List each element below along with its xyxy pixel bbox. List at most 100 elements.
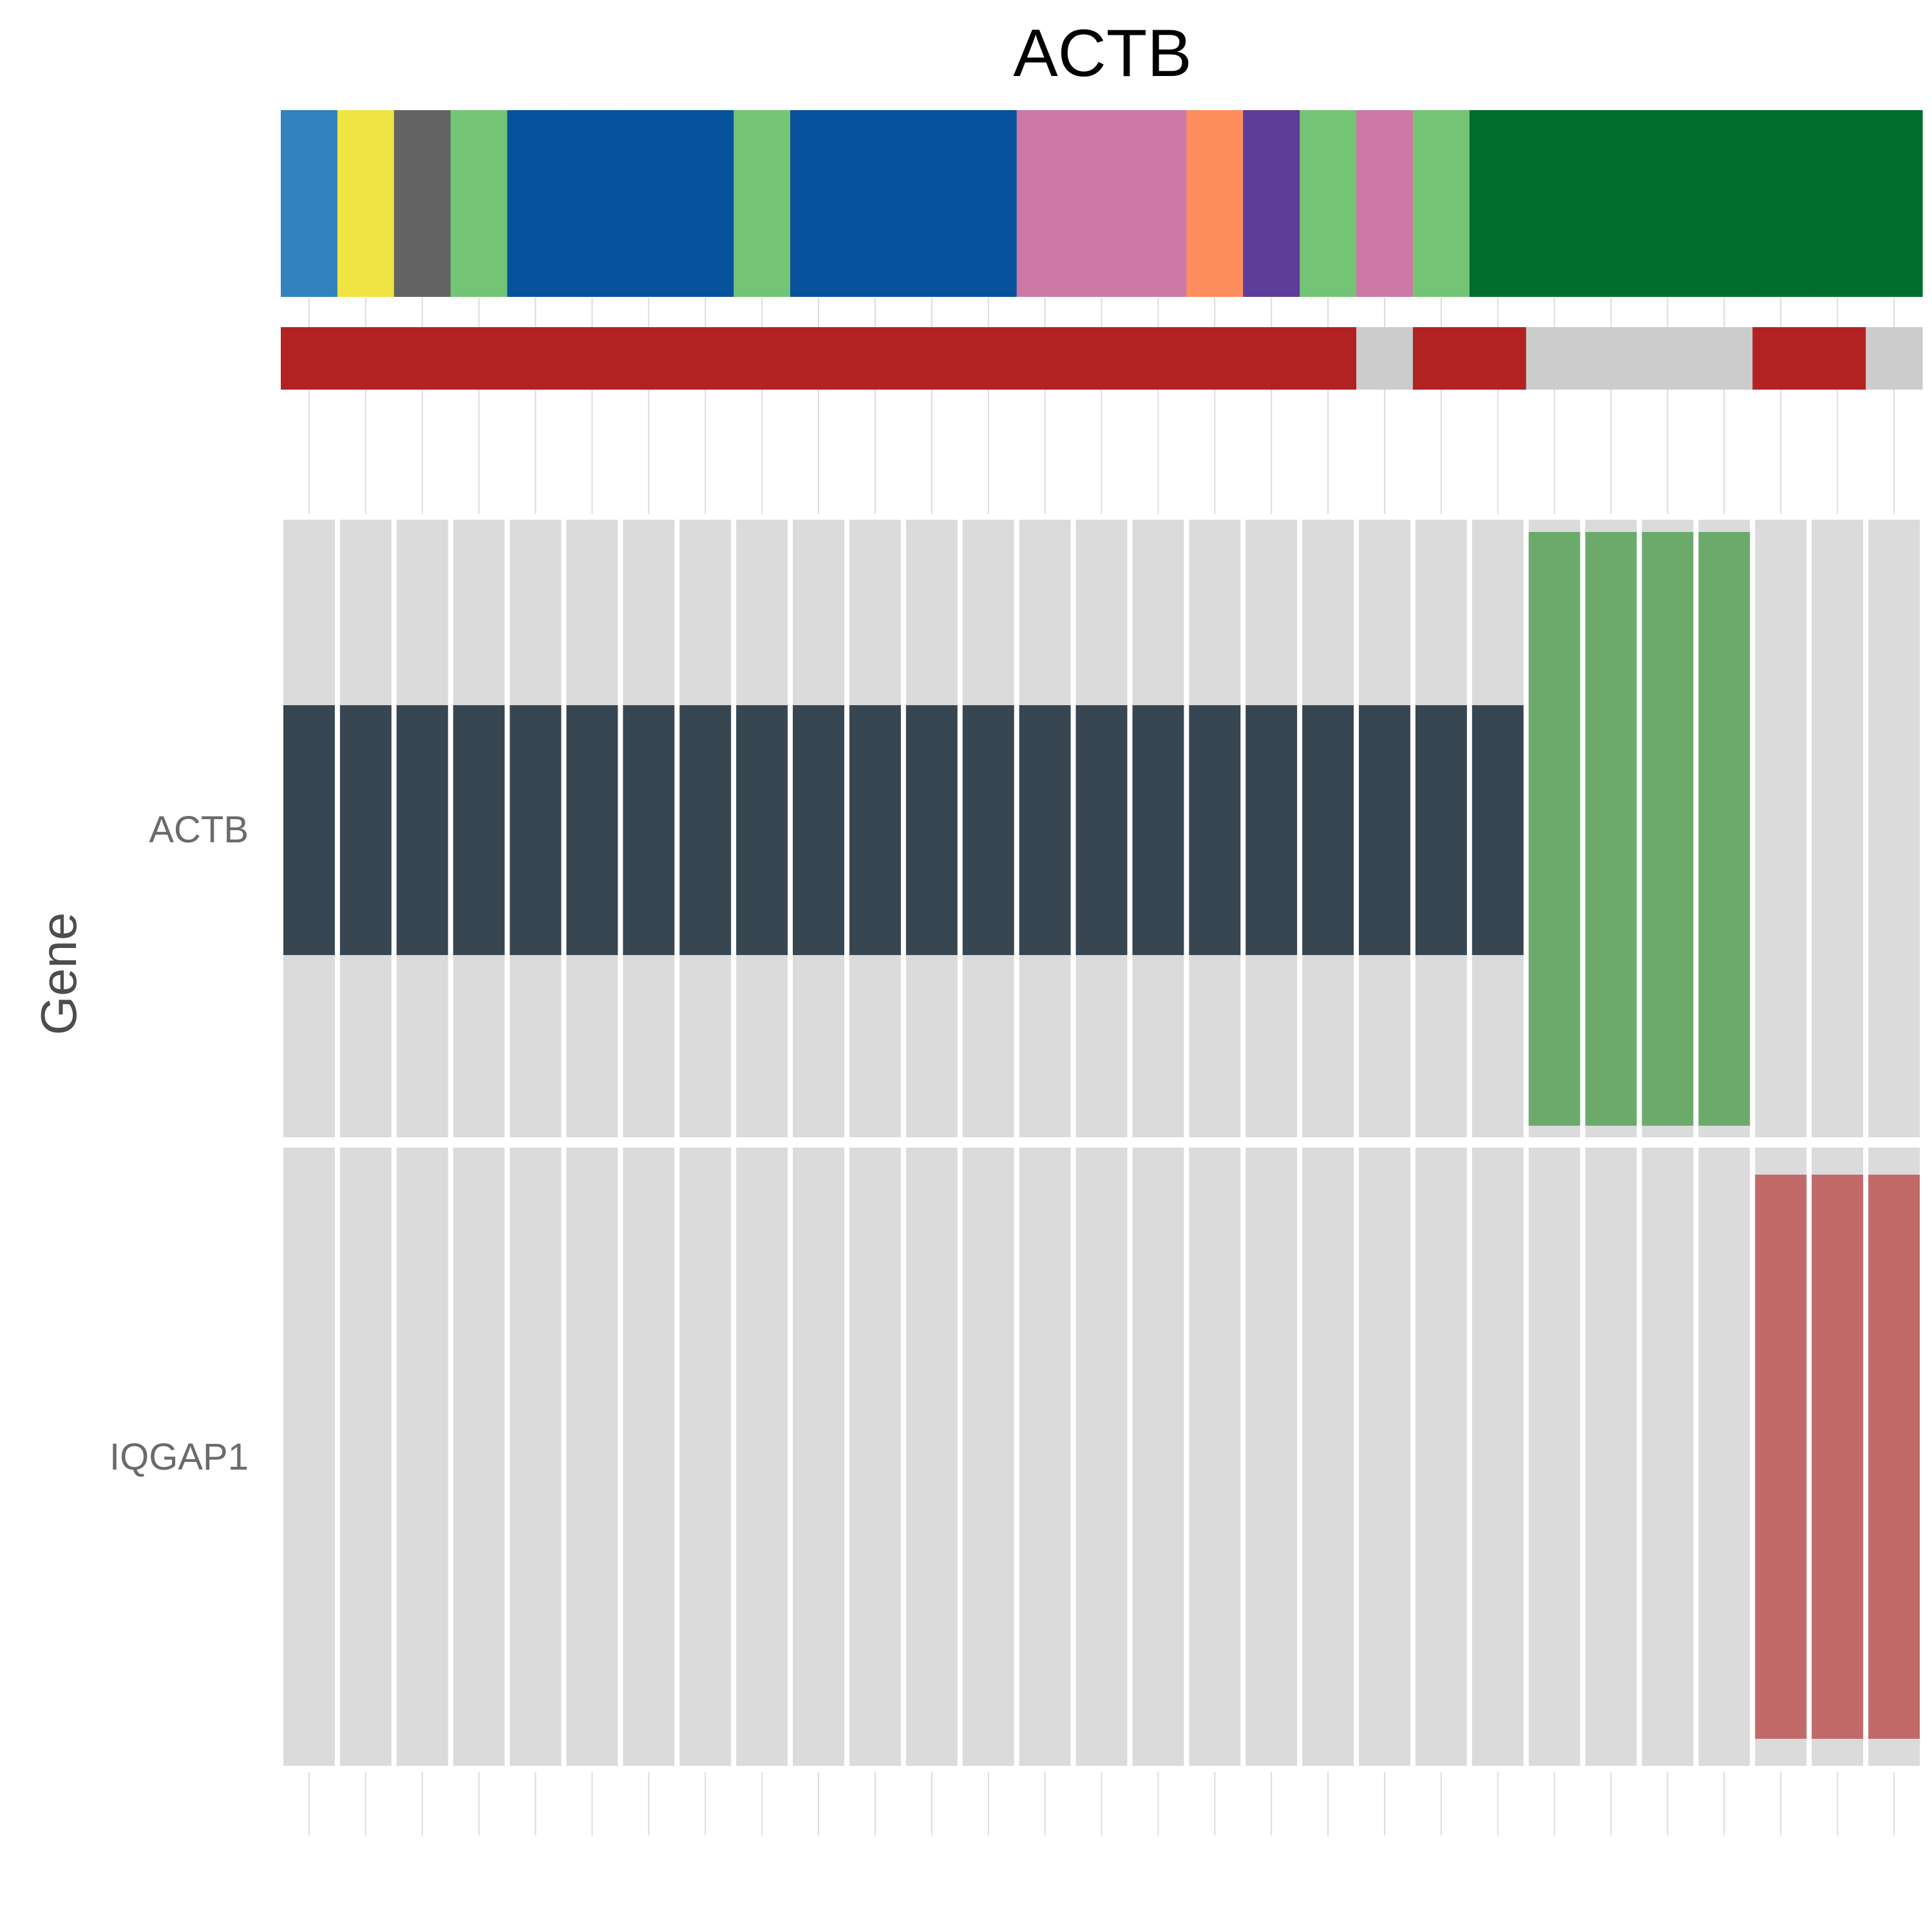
heatmap-cell-bg (849, 1148, 901, 1766)
annotation-cell (1809, 327, 1866, 390)
annotation-cell (677, 110, 734, 297)
annotation-cell (1809, 110, 1866, 297)
annotation-cell (450, 110, 508, 297)
heatmap-cell-bg (1189, 1148, 1241, 1766)
y-axis-title: Gene (30, 913, 87, 1036)
heatmap-cell (1019, 705, 1071, 955)
annotation-cell (903, 110, 961, 297)
annotation-cell (281, 110, 338, 297)
annotation-cell (1469, 110, 1527, 297)
annotation-cell (507, 110, 565, 297)
annotation-tracks (281, 110, 1923, 390)
heatmap-cell-bg (905, 1148, 958, 1766)
heatmap-cell-bg (339, 1148, 392, 1766)
heatmap-cell-bg (1868, 520, 1920, 1137)
heatmap-cell (283, 705, 335, 955)
heatmap-cell (1472, 705, 1524, 955)
heatmap-cell-bg (1019, 1148, 1071, 1766)
heatmap-cell (905, 705, 958, 955)
heatmap-cell (339, 705, 392, 955)
annotation-cell (1526, 327, 1584, 390)
annotation-cell (1412, 327, 1470, 390)
annotation-cell (1469, 327, 1527, 390)
heatmap-cell (679, 705, 732, 955)
annotation-cell (1130, 327, 1187, 390)
annotation-cell (734, 110, 791, 297)
row-label: IQGAP1 (109, 1436, 249, 1478)
heatmap-cell (1642, 532, 1694, 1126)
annotation-cell (1356, 327, 1414, 390)
grid-layer (308, 298, 1895, 1835)
annotation-cell (1243, 327, 1300, 390)
annotation-cell (846, 327, 904, 390)
row-labels: ACTB IQGAP1 (109, 809, 249, 1478)
heatmap-cell (1075, 705, 1128, 955)
annotation-cell (960, 327, 1018, 390)
chart-title: ACTB (1013, 16, 1191, 91)
annotation-cell (1130, 110, 1187, 297)
heatmap-cell-bg (509, 1148, 562, 1766)
heatmap-cell (566, 705, 618, 955)
heatmap-cell (1585, 532, 1637, 1126)
heatmap-cell (1812, 1175, 1864, 1739)
heatmap-cell (793, 705, 844, 955)
annotation-cell (1752, 110, 1810, 297)
annotation-cell (1300, 110, 1357, 297)
heatmap-cell (1302, 705, 1354, 955)
heatmap-cell-bg (1245, 1148, 1298, 1766)
heatmap-cell-bg (1302, 1148, 1354, 1766)
annotation-cell (1696, 327, 1753, 390)
annotation-cell (1073, 110, 1131, 297)
heatmap-cell-bg (1528, 1148, 1580, 1766)
heatmap-cell-bg (1075, 1148, 1128, 1766)
heatmap-cell (1132, 705, 1184, 955)
heatmap-cell (962, 705, 1014, 955)
heatmap-cell (396, 705, 448, 955)
heatmap-cell-bg (1132, 1148, 1184, 1766)
heatmap-cell (849, 705, 901, 955)
annotation-cell (1866, 327, 1923, 390)
annotation-cell (337, 327, 395, 390)
annotation-cell (790, 327, 848, 390)
annotation-cell (1356, 110, 1414, 297)
annotation-cell (337, 110, 395, 297)
annotation-cell (1300, 327, 1357, 390)
annotation-cell (960, 110, 1018, 297)
heatmap-cells (283, 520, 1920, 1766)
heatmap-cell-bg (736, 1148, 788, 1766)
heatmap-cell-bg (1642, 1148, 1694, 1766)
annotation-cell (564, 110, 621, 297)
heatmap-cell (1359, 705, 1410, 955)
annotation-cell (1696, 110, 1753, 297)
annotation-cell (1526, 110, 1584, 297)
annotation-cell (1866, 110, 1923, 297)
annotation-cell (1016, 327, 1074, 390)
annotation-cell (1016, 110, 1074, 297)
heatmap-cell-bg (1698, 1148, 1750, 1766)
heatmap-cell (509, 705, 562, 955)
heatmap-cell-bg (1415, 1148, 1467, 1766)
heatmap-cell (1189, 705, 1241, 955)
heatmap-cell-bg (1359, 1148, 1410, 1766)
annotation-cell (1752, 327, 1810, 390)
heatmap-cell-bg (793, 1148, 844, 1766)
heatmap-cell-bg (679, 1148, 732, 1766)
heatmap-cell-bg (1585, 1148, 1637, 1766)
heatmap-cell (1868, 1175, 1920, 1739)
annotation-cell (1639, 327, 1697, 390)
annotation-cell (620, 327, 677, 390)
heatmap-cell (623, 705, 675, 955)
annotation-cell (393, 327, 451, 390)
annotation-cell (393, 110, 451, 297)
heatmap-cell-bg (1755, 520, 1807, 1137)
heatmap-cell-bg (1472, 1148, 1524, 1766)
annotation-cell (507, 327, 565, 390)
row-label: ACTB (149, 809, 249, 851)
annotation-cell (1582, 110, 1640, 297)
annotation-cell (564, 327, 621, 390)
heatmap-cell-bg (283, 1148, 335, 1766)
annotation-cell (1073, 327, 1131, 390)
annotation-cell (1186, 110, 1244, 297)
